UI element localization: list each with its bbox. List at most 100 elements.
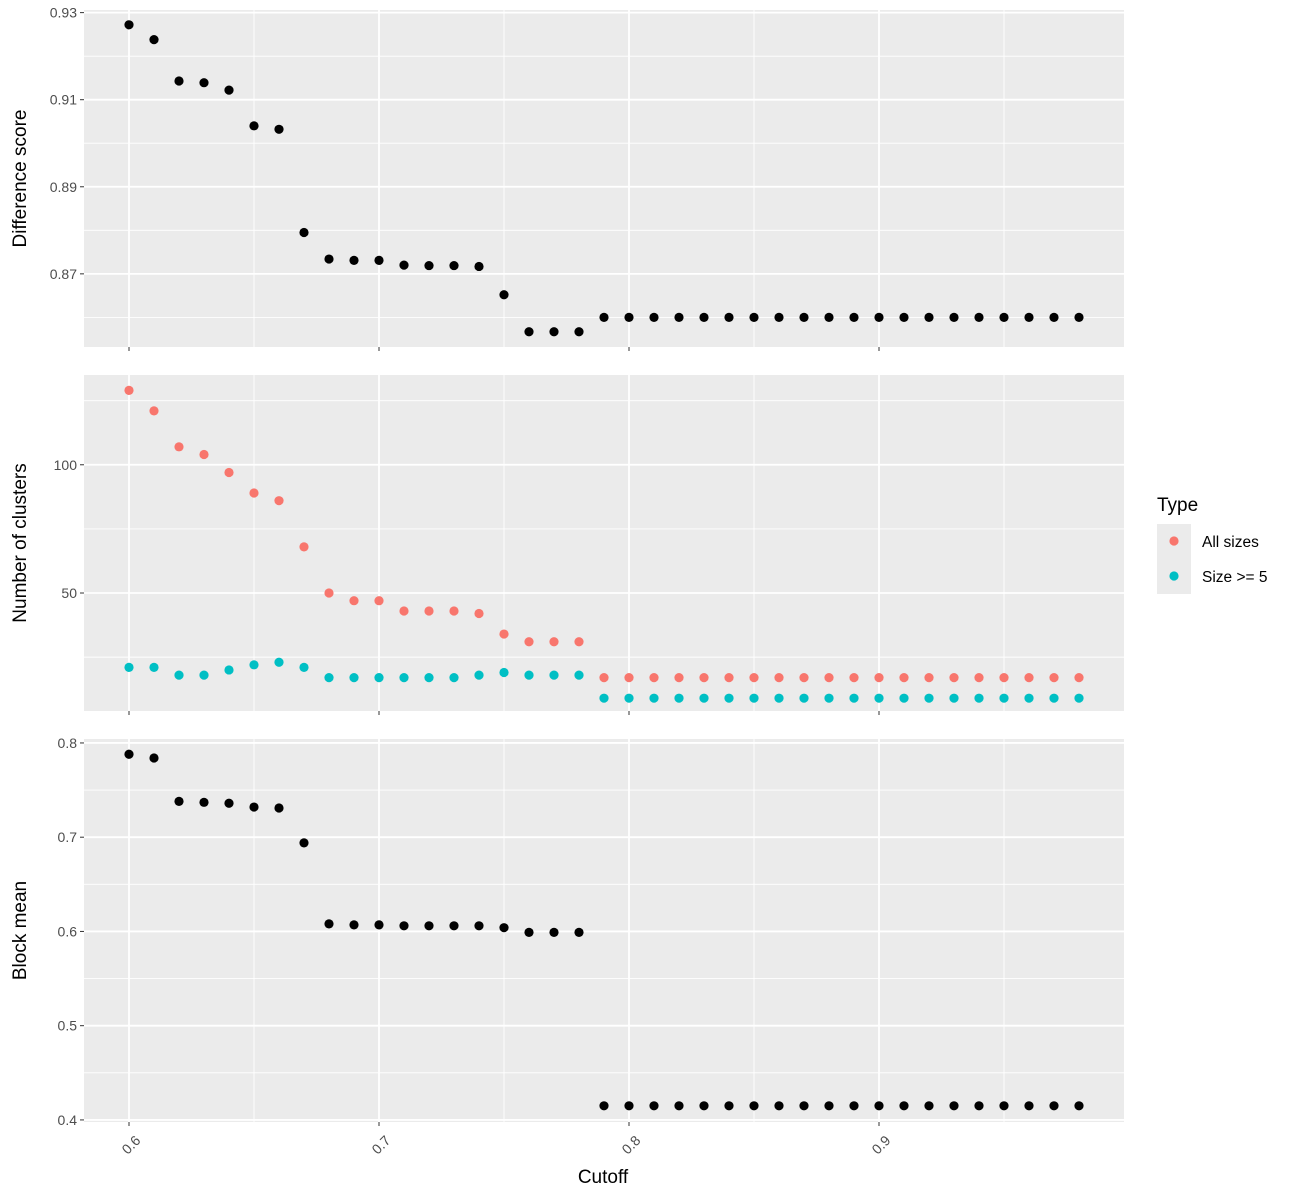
data-point-all-sizes [474,608,484,619]
data-point-series-1 [899,312,909,322]
data-point-all-sizes [874,673,884,683]
data-point-series-1 [399,260,409,270]
data-point-all-sizes [174,442,184,452]
data-point-all-sizes [199,449,209,460]
y-tick-label: 0.4 [58,1112,78,1128]
legend-key-background [1157,524,1191,594]
data-point-all-sizes [499,629,509,639]
x-tick-label: 0.8 [618,1132,643,1157]
legend-label-all-sizes: All sizes [1202,534,1259,551]
data-point-all-sizes [824,673,834,683]
data-point-series-1 [424,921,434,931]
data-point-series-1 [999,1101,1009,1111]
data-point-series-1 [949,312,959,322]
legend-title: Type [1157,495,1198,516]
data-point-series-1 [499,290,509,300]
y-tick-label: 0.87 [50,266,77,282]
legend-key-size-ge-5 [1169,571,1179,581]
data-point-series-1 [149,35,159,45]
data-point-series-1 [124,20,134,30]
data-point-series-1 [699,1101,709,1111]
panel-background [84,739,1124,1122]
data-point-series-1 [399,921,409,931]
data-point-all-sizes [649,673,659,683]
y-tick-label: 0.8 [58,735,78,751]
data-point-all-sizes [799,673,809,683]
data-point-size-5 [849,693,859,703]
data-point-size-5 [749,693,759,703]
data-point-series-1 [749,312,759,322]
data-point-all-sizes [349,596,359,606]
data-point-all-sizes [999,673,1009,683]
legend-key-all-sizes [1169,536,1179,546]
y-tick-label: 0.7 [58,829,78,845]
data-point-all-sizes [624,673,634,683]
x-axis-title: Cutoff [578,1167,629,1188]
x-tick-label: 0.9 [868,1132,893,1157]
data-point-size-5 [324,673,334,683]
data-point-series-1 [874,312,884,322]
data-point-all-sizes [224,467,234,478]
panels-layer: 0.87 0.89 0.91 0.93 Difference score 50 100 Num… [10,5,1124,1157]
data-point-all-sizes [374,596,384,606]
panel-1: 0.87 0.89 0.91 0.93 Difference score [10,5,1124,351]
data-point-series-1 [224,85,234,95]
data-point-series-1 [674,1101,684,1111]
data-point-series-1 [324,254,334,264]
data-point-series-1 [649,1101,659,1111]
data-point-series-1 [724,312,734,322]
data-point-size-5 [574,670,584,680]
data-point-series-1 [349,255,359,265]
data-point-all-sizes [274,496,284,506]
data-point-series-1 [674,312,684,322]
data-point-series-1 [1074,312,1084,322]
data-point-size-5 [224,665,234,675]
data-point-series-1 [574,327,584,337]
data-point-series-1 [599,312,609,322]
data-point-size-5 [124,662,134,672]
data-point-all-sizes [849,673,859,683]
data-point-size-5 [274,657,284,667]
data-point-all-sizes [949,673,959,683]
data-point-series-1 [274,803,284,813]
data-point-series-1 [924,1101,934,1111]
x-tick-label: 0.6 [118,1132,143,1157]
data-point-series-1 [299,838,309,848]
data-point-series-1 [549,927,559,937]
data-point-series-1 [524,927,534,937]
data-point-series-1 [649,312,659,322]
data-point-series-1 [1024,312,1034,322]
data-point-series-1 [299,227,309,238]
y-tick-label: 100 [54,457,78,473]
y-axis-title: Number of clusters [10,463,31,622]
data-point-series-1 [374,255,384,265]
data-point-series-1 [424,260,434,271]
data-point-size-5 [199,670,209,680]
y-tick-label: 0.91 [50,92,77,108]
data-point-all-sizes [1024,673,1034,683]
x-tick-label: 0.7 [368,1132,393,1157]
data-point-series-1 [974,1101,984,1111]
data-point-series-1 [1049,312,1059,322]
data-point-series-1 [224,798,234,808]
data-point-all-sizes [1049,673,1059,683]
data-point-size-5 [974,693,984,703]
data-point-series-1 [499,923,509,933]
data-point-series-1 [849,312,859,322]
data-point-series-1 [849,1101,859,1111]
data-point-series-1 [1074,1101,1084,1111]
data-point-series-1 [799,312,809,322]
data-point-all-sizes [399,606,409,616]
panel-background [84,375,1124,711]
data-point-series-1 [199,78,209,88]
data-point-all-sizes [899,673,909,683]
data-point-all-sizes [149,406,159,416]
data-point-size-5 [824,693,834,703]
data-point-series-1 [524,327,534,337]
data-point-size-5 [924,693,934,703]
panel-background [84,10,1124,347]
data-point-series-1 [124,749,134,759]
data-point-size-5 [624,693,634,703]
data-point-all-sizes [449,606,459,616]
data-point-all-sizes [674,673,684,683]
